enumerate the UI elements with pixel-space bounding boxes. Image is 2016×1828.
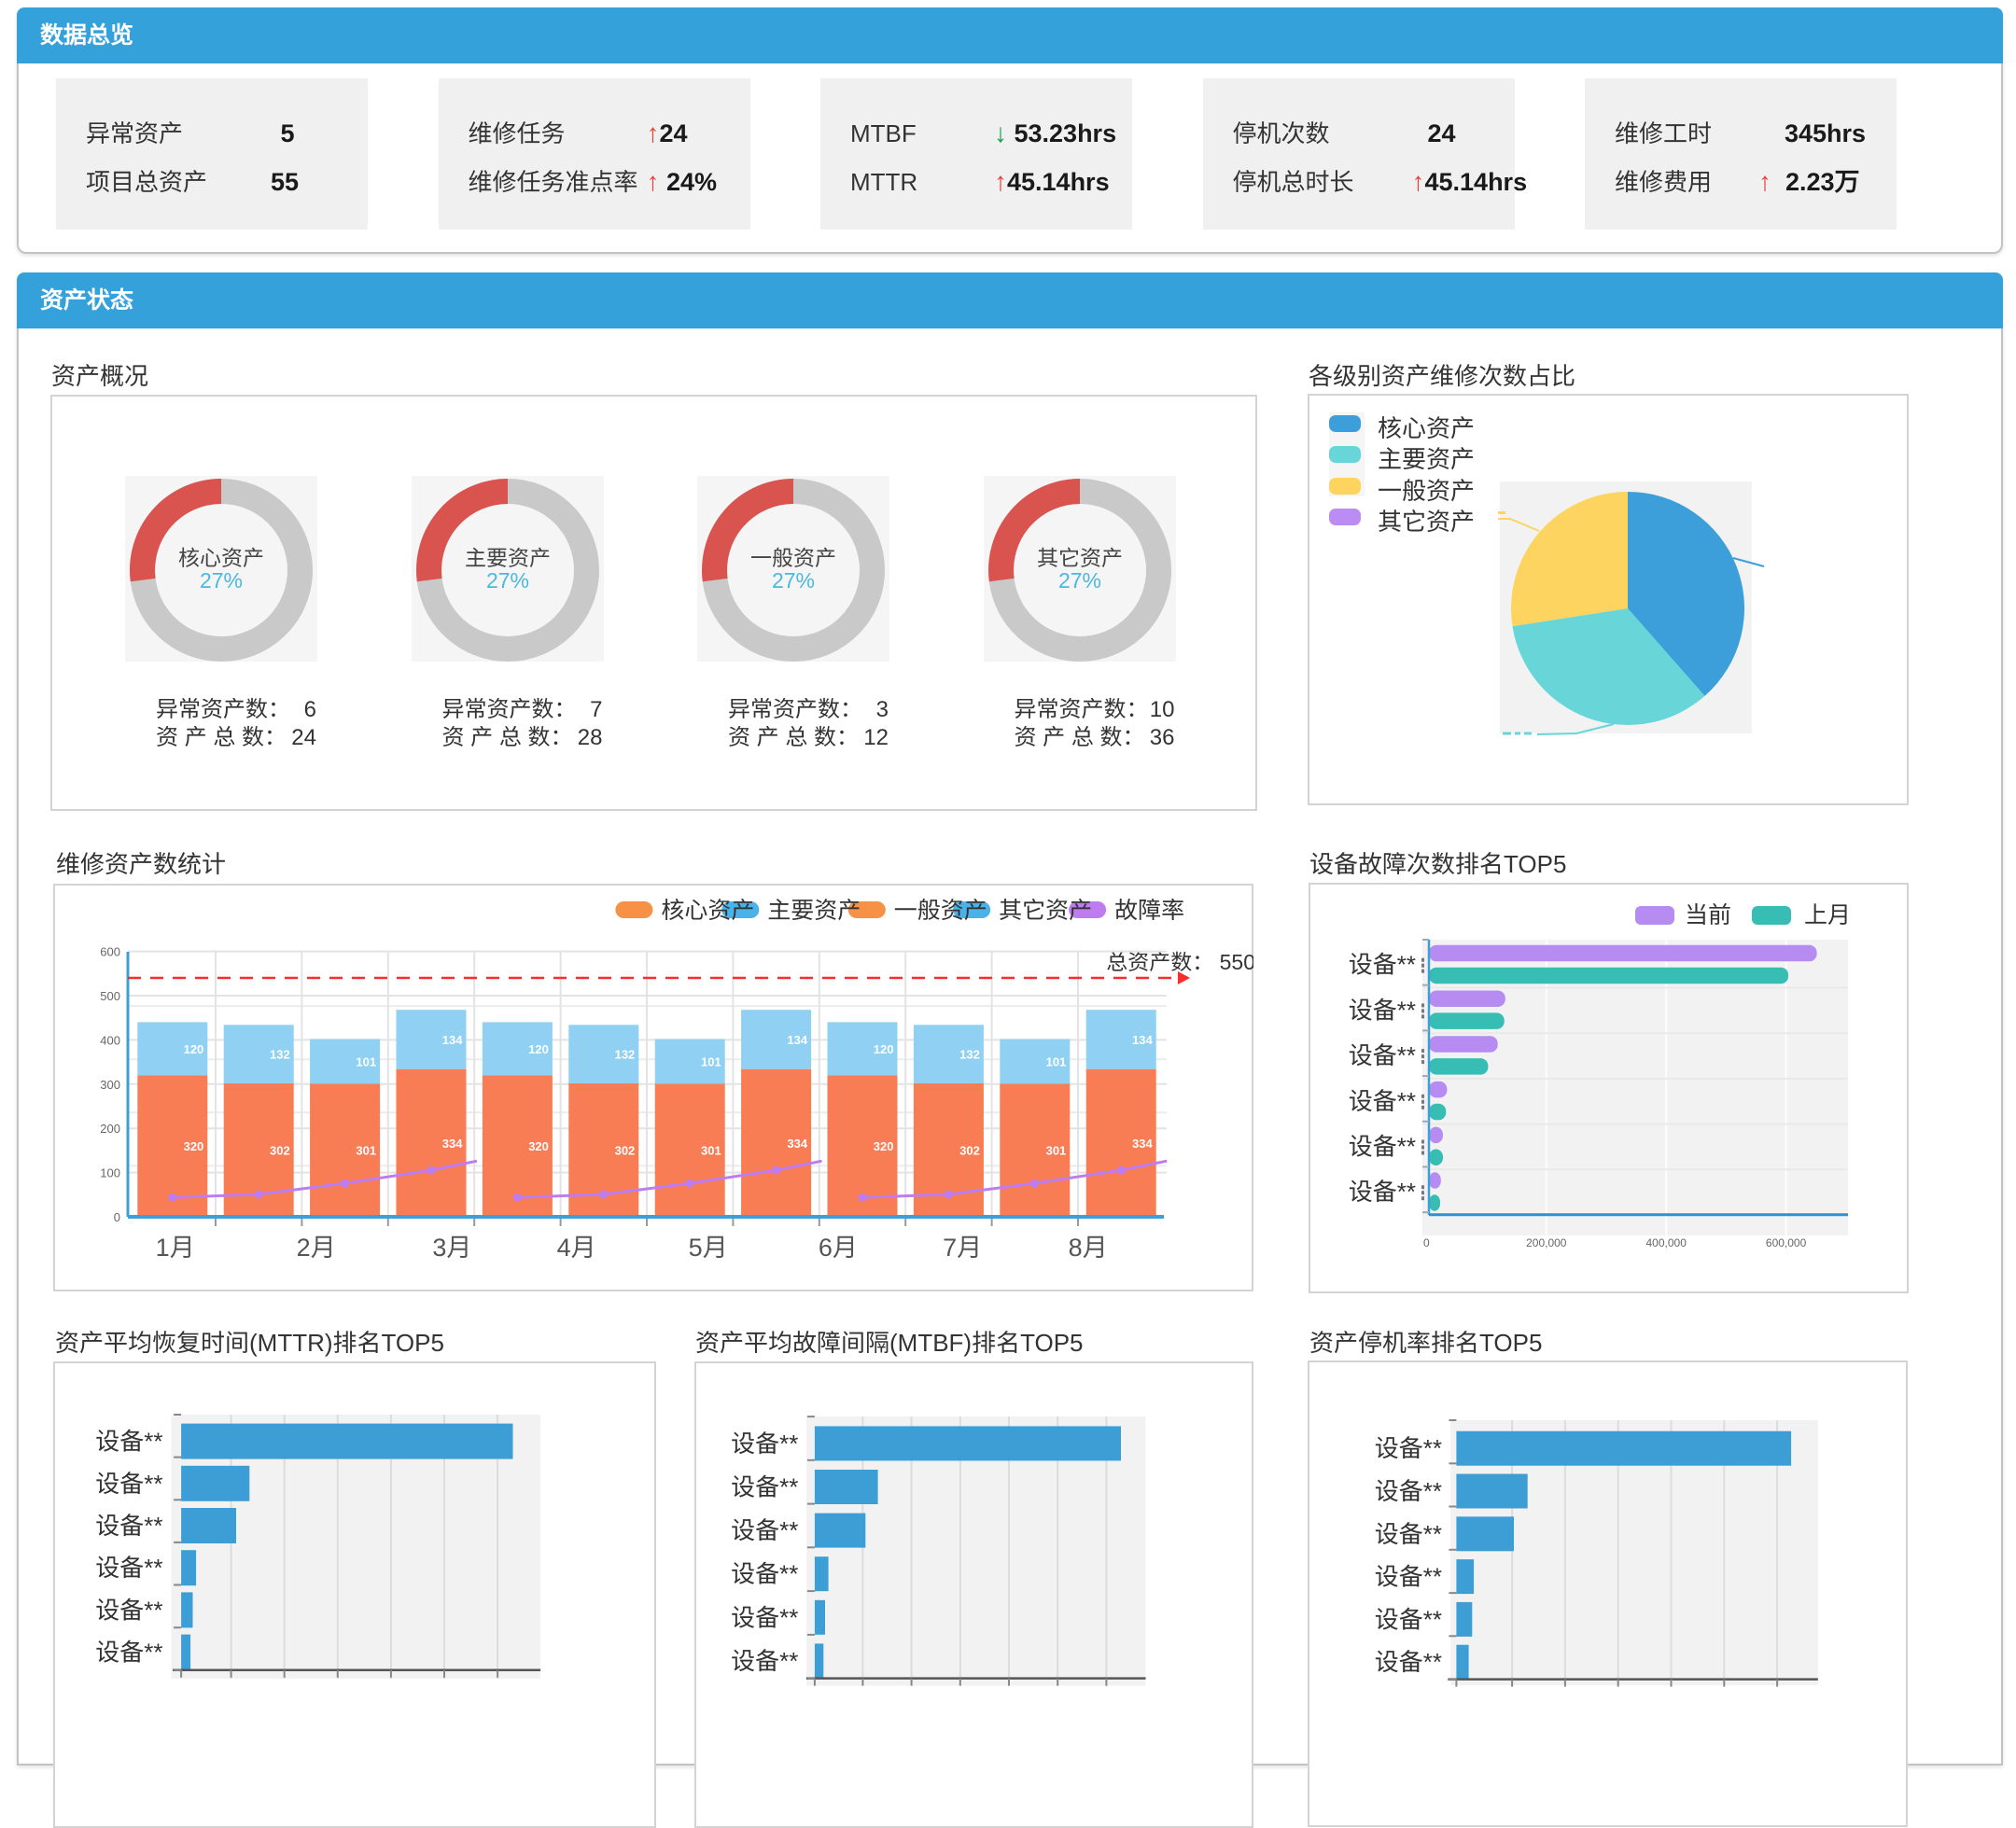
svg-text:设备**: 设备**	[95, 1554, 162, 1582]
svg-text:总资产数： 550: 总资产数： 550	[1106, 950, 1253, 974]
svg-text:上月: 上月	[1804, 902, 1851, 928]
svg-text:设备**: 设备**	[1375, 1434, 1442, 1462]
svg-text:101: 101	[356, 1054, 376, 1068]
svg-text:27%: 27%	[485, 568, 528, 593]
svg-text:302: 302	[615, 1143, 636, 1157]
svg-text:134: 134	[787, 1033, 807, 1047]
svg-text:设备**: 设备**	[1349, 1133, 1416, 1161]
svg-text:设备**: 设备**	[1375, 1563, 1442, 1591]
svg-text:334: 334	[787, 1137, 807, 1151]
svg-text:2月: 2月	[297, 1234, 336, 1262]
svg-text:27%: 27%	[1057, 568, 1100, 593]
svg-text:设备**: 设备**	[1349, 1041, 1416, 1069]
svg-text:1月: 1月	[156, 1234, 195, 1262]
svg-text:27%: 27%	[200, 568, 243, 593]
svg-text:8月: 8月	[1069, 1234, 1108, 1262]
svg-text:3月: 3月	[432, 1234, 471, 1262]
svg-text:132: 132	[270, 1048, 290, 1062]
svg-text:5月: 5月	[689, 1234, 728, 1262]
svg-text:故障率: 故障率	[1114, 898, 1184, 924]
svg-text:设备**: 设备**	[1375, 1605, 1442, 1633]
svg-text:设备**: 设备**	[1375, 1477, 1442, 1505]
svg-text:400: 400	[100, 1033, 120, 1047]
svg-text:132: 132	[959, 1048, 980, 1062]
svg-text:核心资产: 核心资产	[178, 546, 264, 570]
svg-text:设备**: 设备**	[95, 1427, 162, 1455]
svg-text:其它资产: 其它资产	[1037, 546, 1123, 570]
svg-text:301: 301	[356, 1144, 376, 1158]
svg-text:134: 134	[442, 1033, 463, 1047]
svg-text:设备**: 设备**	[731, 1560, 798, 1588]
svg-text:0: 0	[114, 1210, 120, 1224]
svg-text:设备**: 设备**	[731, 1472, 798, 1500]
svg-text:主要资产: 主要资产	[767, 898, 861, 924]
svg-text:设备**: 设备**	[1375, 1520, 1442, 1548]
svg-text:334: 334	[442, 1137, 463, 1151]
svg-text:320: 320	[184, 1139, 204, 1153]
svg-text:120: 120	[874, 1042, 894, 1056]
svg-text:301: 301	[701, 1144, 721, 1158]
svg-text:设备**: 设备**	[95, 1470, 162, 1498]
svg-text:120: 120	[528, 1042, 549, 1056]
svg-text:400,000: 400,000	[1646, 1236, 1687, 1249]
svg-text:200: 200	[100, 1122, 120, 1136]
svg-text:120: 120	[184, 1042, 204, 1056]
svg-text:100: 100	[100, 1166, 120, 1180]
svg-text:设备**: 设备**	[731, 1647, 798, 1675]
svg-text:320: 320	[528, 1139, 549, 1153]
svg-text:134: 134	[1132, 1033, 1153, 1047]
svg-text:设备**: 设备**	[1349, 996, 1416, 1024]
svg-text:设备**: 设备**	[1349, 1178, 1416, 1206]
svg-text:7月: 7月	[943, 1234, 982, 1262]
svg-text:300: 300	[100, 1078, 120, 1092]
svg-text:600,000: 600,000	[1766, 1236, 1807, 1249]
svg-text:301: 301	[1046, 1144, 1067, 1158]
svg-text:0: 0	[1423, 1236, 1430, 1249]
svg-text:302: 302	[959, 1143, 980, 1157]
svg-text:设备**: 设备**	[1349, 951, 1416, 979]
svg-text:200,000: 200,000	[1526, 1236, 1567, 1249]
svg-text:27%: 27%	[772, 568, 815, 593]
svg-text:132: 132	[615, 1048, 636, 1062]
svg-text:320: 320	[874, 1139, 894, 1153]
svg-text:设备**: 设备**	[731, 1516, 798, 1544]
svg-text:101: 101	[701, 1054, 721, 1068]
svg-text:核心资产: 核心资产	[661, 898, 754, 924]
svg-text:600: 600	[100, 945, 120, 959]
svg-text:主要资产: 主要资产	[465, 546, 551, 570]
svg-text:设备**: 设备**	[1349, 1087, 1416, 1115]
svg-text:一般资产: 一般资产	[750, 546, 836, 570]
svg-text:设备**: 设备**	[1375, 1648, 1442, 1676]
svg-text:设备**: 设备**	[731, 1430, 798, 1458]
svg-text:其它资产: 其它资产	[999, 898, 1092, 924]
svg-text:334: 334	[1132, 1137, 1153, 1151]
svg-text:6月: 6月	[819, 1234, 858, 1262]
svg-text:当前: 当前	[1685, 902, 1731, 928]
svg-text:设备**: 设备**	[95, 1512, 162, 1540]
svg-text:设备**: 设备**	[95, 1638, 162, 1666]
svg-text:500: 500	[100, 989, 120, 1003]
svg-text:一般资产: 一般资产	[894, 898, 987, 924]
svg-text:设备**: 设备**	[95, 1596, 162, 1624]
svg-text:设备**: 设备**	[731, 1603, 798, 1631]
svg-text:101: 101	[1046, 1054, 1067, 1068]
svg-text:302: 302	[270, 1143, 290, 1157]
svg-text:4月: 4月	[557, 1234, 596, 1262]
